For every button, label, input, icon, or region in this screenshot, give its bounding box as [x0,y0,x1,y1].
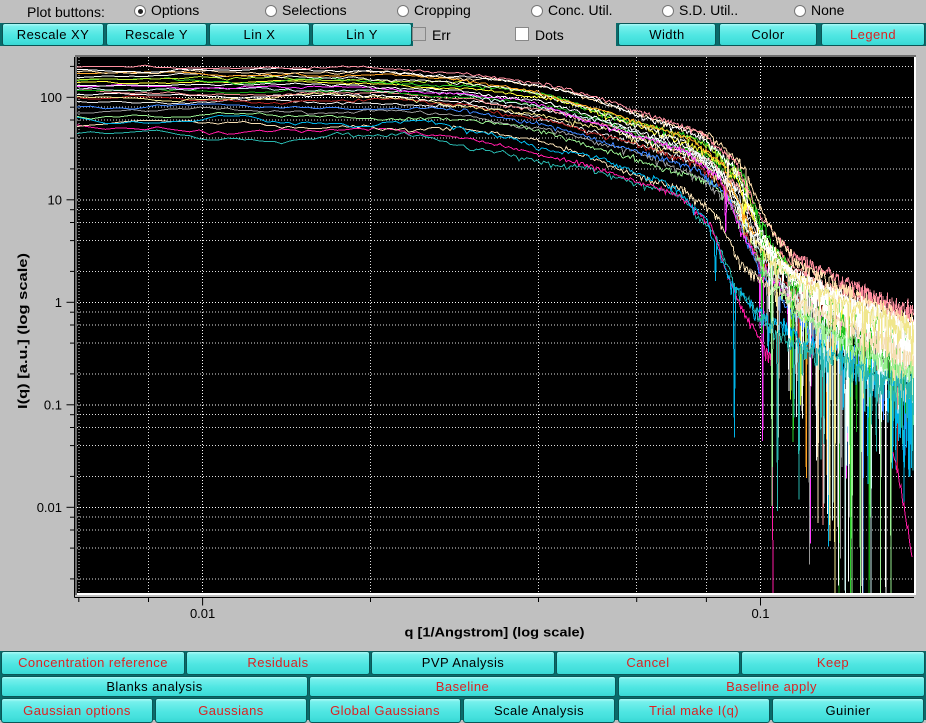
svg-text:0.1: 0.1 [44,397,62,412]
svg-text:0.01: 0.01 [37,500,62,515]
svg-text:1: 1 [55,295,62,310]
svg-text:I(q) [a.u.] (log scale): I(q) [a.u.] (log scale) [15,253,30,409]
svg-text:0.01: 0.01 [190,606,215,621]
svg-text:q [1/Angstrom] (log scale): q [1/Angstrom] (log scale) [405,625,585,640]
svg-text:0.1: 0.1 [751,606,769,621]
svg-text:10: 10 [48,192,62,207]
svg-text:100: 100 [40,90,62,105]
